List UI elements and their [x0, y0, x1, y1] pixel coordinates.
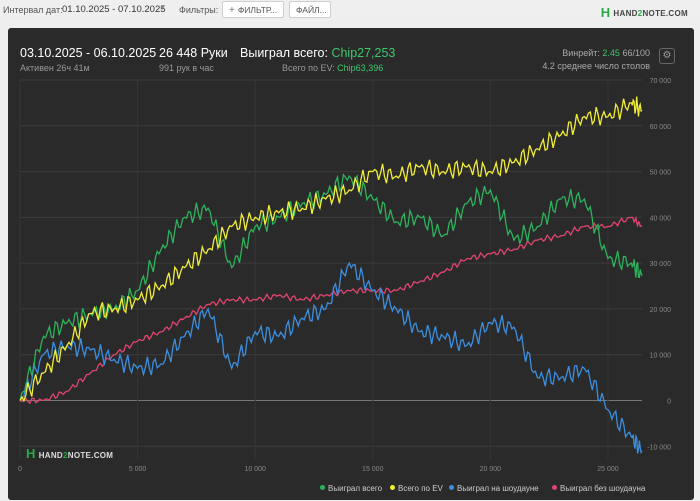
- toolbar: Интервал дат: 01.10.2025 - 07.10.2025 ▼ …: [0, 0, 700, 22]
- legend-label: Выиграл без шоудауна: [560, 484, 646, 493]
- y-tick-label: 70 000: [650, 78, 672, 85]
- brand-logo: H HAND2NOTE.COM: [600, 4, 688, 20]
- logo-icon: H: [600, 5, 611, 20]
- graph-panel: -10 000 0 10 000 20 000 30 000 40 000 50 000 60…: [8, 28, 694, 500]
- x-tick-label: 0: [18, 466, 22, 473]
- watermark-suffix: NOTE.COM: [67, 451, 114, 460]
- legend-item-non-showdown[interactable]: Выиграл без шоудауна: [552, 484, 645, 493]
- legend-label: Всего по EV: [398, 484, 443, 493]
- y-tick-label: 30 000: [650, 261, 672, 268]
- stats-hands: 26 448 Руки: [159, 46, 228, 60]
- legend-label: Выиграл всего: [328, 484, 383, 493]
- watermark-two: 2: [63, 451, 68, 460]
- y-tick-label: -10 000: [647, 444, 671, 451]
- profit-chart: -10 000 0 10 000 20 000 30 000 40 000 50 000 60…: [18, 78, 672, 473]
- watermark-logo: H HAND2NOTE.COM: [26, 446, 113, 461]
- legend-item-ev-total[interactable]: Всего по EV: [390, 484, 443, 493]
- stats-active-time: Активен 26ч 41м: [20, 63, 90, 73]
- file-button-label: ФАЙЛ...: [296, 5, 327, 15]
- logo-prefix: HAND: [613, 9, 638, 18]
- chevron-down-icon[interactable]: ▼: [159, 5, 166, 12]
- logo-suffix: NOTE.COM: [642, 9, 688, 18]
- filter-button[interactable]: + ФИЛЬТР...: [222, 1, 285, 18]
- y-tick-label: 60 000: [650, 124, 672, 131]
- legend-dot: [449, 485, 454, 490]
- interval-label: Интервал дат:: [3, 5, 63, 15]
- ev-label: Всего по EV:: [282, 63, 335, 73]
- y-tick-label: 10 000: [650, 353, 672, 360]
- plus-icon: +: [229, 5, 235, 16]
- legend-item-won-total[interactable]: Выиграл всего: [320, 484, 382, 493]
- legend-label: Выиграл на шоудауне: [457, 484, 539, 493]
- logo-two: 2: [637, 9, 643, 18]
- stats-ev-total: Всего по EV: Chip63,396: [282, 63, 383, 73]
- legend-dot: [320, 485, 325, 490]
- y-tick-label: 50 000: [650, 170, 672, 177]
- legend-item-showdown[interactable]: Выиграл на шоудауне: [449, 484, 539, 493]
- won-label: Выиграл всего:: [240, 46, 328, 60]
- winrate-value: 2.45: [602, 48, 620, 58]
- stats-date-range: 03.10.2025 - 06.10.2025: [20, 46, 157, 60]
- series-line-3: [19, 215, 643, 405]
- file-button[interactable]: ФАЙЛ...: [289, 1, 331, 18]
- winrate-label: Винрейт:: [562, 48, 600, 58]
- series-line-2: [19, 261, 643, 455]
- stats-tables: 4.2 среднее число столов: [542, 61, 650, 71]
- series-line-1: [19, 96, 643, 403]
- stats-winrate: Винрейт: 2.45 66/100: [562, 48, 650, 58]
- won-value: Chip27,253: [331, 46, 396, 60]
- filters-label: Фильтры:: [179, 5, 219, 15]
- x-tick-label: 15 000: [362, 466, 384, 473]
- filter-button-label: ФИЛЬТР...: [237, 5, 278, 15]
- stats-won-total: Выиграл всего: Chip27,253: [240, 46, 395, 60]
- x-tick-label: 5 000: [129, 466, 147, 473]
- y-tick-label: 40 000: [650, 215, 672, 222]
- legend-dot: [390, 485, 395, 490]
- watermark-prefix: HAND: [38, 451, 64, 460]
- y-tick-label: 0: [667, 398, 671, 405]
- y-tick-label: 20 000: [650, 307, 672, 314]
- watermark-icon: H: [26, 446, 36, 461]
- x-tick-label: 20 000: [480, 466, 502, 473]
- stats-hands-rate: 991 рук в час: [159, 63, 214, 73]
- legend-dot: [552, 485, 557, 490]
- date-range-picker[interactable]: 01.10.2025 - 07.10.2025: [62, 4, 166, 15]
- ev-value: Chip63,396: [337, 63, 384, 73]
- winrate-rest: 66/100: [622, 48, 650, 58]
- x-tick-label: 25 000: [597, 466, 619, 473]
- gear-icon[interactable]: ⚙: [659, 48, 675, 64]
- x-tick-label: 10 000: [244, 466, 266, 473]
- chart-legend: Выиграл всего Всего по EV Выиграл на шоу…: [8, 484, 694, 496]
- series-line-0: [19, 173, 643, 401]
